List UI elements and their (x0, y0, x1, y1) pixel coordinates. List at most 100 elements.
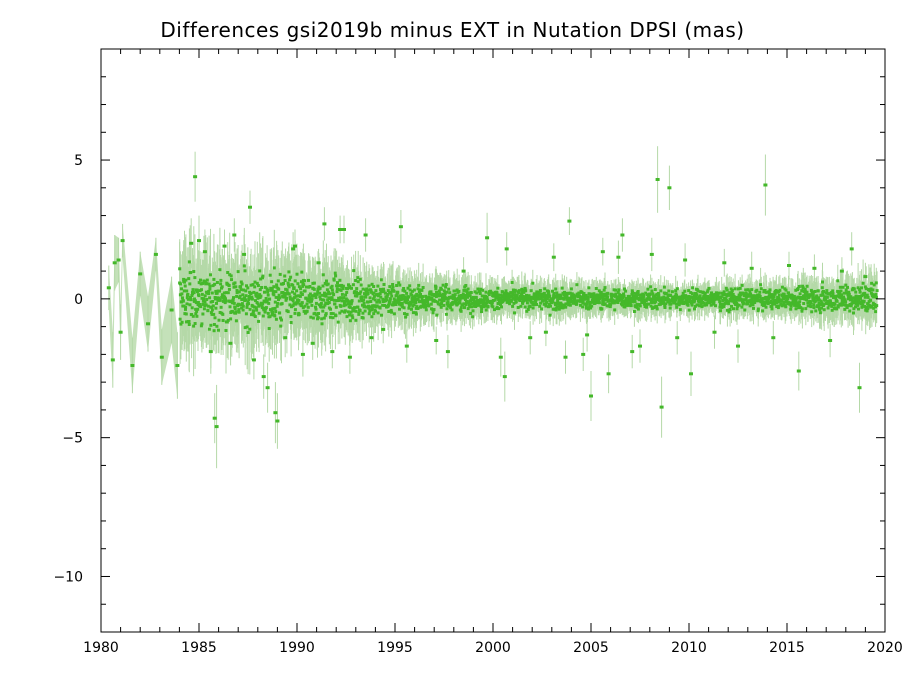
data-point (369, 305, 372, 309)
data-point (712, 300, 716, 304)
data-point (236, 270, 240, 274)
data-point (396, 297, 400, 301)
data-point (709, 303, 713, 307)
data-point (253, 315, 257, 318)
data-point (273, 300, 277, 304)
data-point (359, 290, 363, 294)
data-point (707, 286, 711, 290)
data-point (440, 301, 444, 305)
data-point (266, 293, 270, 297)
data-point (605, 304, 609, 308)
data-point (779, 299, 783, 303)
data-point (372, 291, 376, 295)
data-point (391, 285, 395, 289)
data-point (724, 286, 728, 290)
data-point (417, 283, 421, 287)
data-point (654, 299, 658, 303)
data-point (277, 287, 281, 291)
data-point (711, 298, 715, 302)
data-point (675, 302, 679, 306)
data-point (794, 299, 798, 303)
data-point (333, 302, 337, 306)
data-point (621, 299, 625, 303)
data-point (297, 285, 301, 289)
data-point (537, 290, 541, 294)
data-point (365, 287, 369, 291)
data-point (514, 300, 518, 304)
data-point (685, 295, 689, 299)
data-point (396, 290, 400, 294)
data-point (276, 296, 280, 299)
data-point (444, 297, 448, 301)
data-point (636, 307, 640, 311)
data-point (691, 286, 695, 290)
data-point (195, 290, 199, 294)
data-point (219, 282, 223, 286)
data-point (252, 309, 255, 313)
data-point (414, 306, 418, 310)
data-point (328, 292, 332, 296)
data-point (782, 292, 786, 296)
data-point (504, 295, 507, 299)
data-point (243, 296, 246, 300)
data-point (698, 304, 702, 308)
data-point (250, 295, 254, 299)
data-point (299, 287, 303, 291)
data-point (551, 299, 555, 303)
data-point (297, 312, 301, 316)
data-point (475, 303, 479, 307)
data-point (641, 298, 644, 302)
data-point (473, 290, 477, 294)
data-point (383, 291, 387, 295)
data-point (520, 292, 524, 296)
data-point (714, 304, 717, 308)
data-point (251, 283, 255, 287)
data-point (291, 290, 294, 294)
data-point (442, 289, 446, 293)
data-point (426, 302, 430, 306)
data-point (496, 286, 500, 290)
data-point (452, 300, 456, 304)
data-point (290, 305, 293, 309)
data-point (556, 298, 560, 302)
data-point (642, 294, 646, 298)
data-point (318, 291, 322, 295)
data-point (465, 291, 469, 295)
data-point (441, 292, 445, 296)
data-point (367, 306, 371, 310)
data-point (197, 294, 201, 298)
data-point (461, 292, 465, 296)
data-point (187, 277, 191, 281)
data-point (645, 302, 649, 306)
data-point (519, 304, 523, 308)
data-point (227, 287, 231, 291)
data-point (370, 315, 374, 319)
data-point (348, 305, 352, 309)
data-point (413, 296, 417, 300)
data-point (188, 303, 192, 307)
data-point (469, 311, 473, 315)
data-point (476, 287, 480, 291)
data-point (507, 296, 511, 300)
data-point (366, 300, 370, 304)
data-point (356, 280, 360, 284)
data-point (288, 303, 292, 307)
data-point (380, 313, 383, 317)
data-point (421, 286, 425, 289)
data-point (305, 309, 309, 313)
data-point (675, 287, 679, 291)
data-point (227, 284, 231, 287)
data-point (398, 307, 401, 311)
data-point (217, 328, 220, 332)
data-point (773, 301, 777, 305)
data-point (237, 290, 241, 294)
data-point (677, 296, 680, 300)
data-point (635, 302, 639, 306)
data-point (389, 291, 393, 294)
data-point (431, 311, 435, 315)
data-point (749, 292, 753, 296)
data-point (363, 309, 367, 313)
data-point (629, 304, 633, 308)
data-point (303, 279, 307, 283)
data-point (447, 287, 451, 291)
